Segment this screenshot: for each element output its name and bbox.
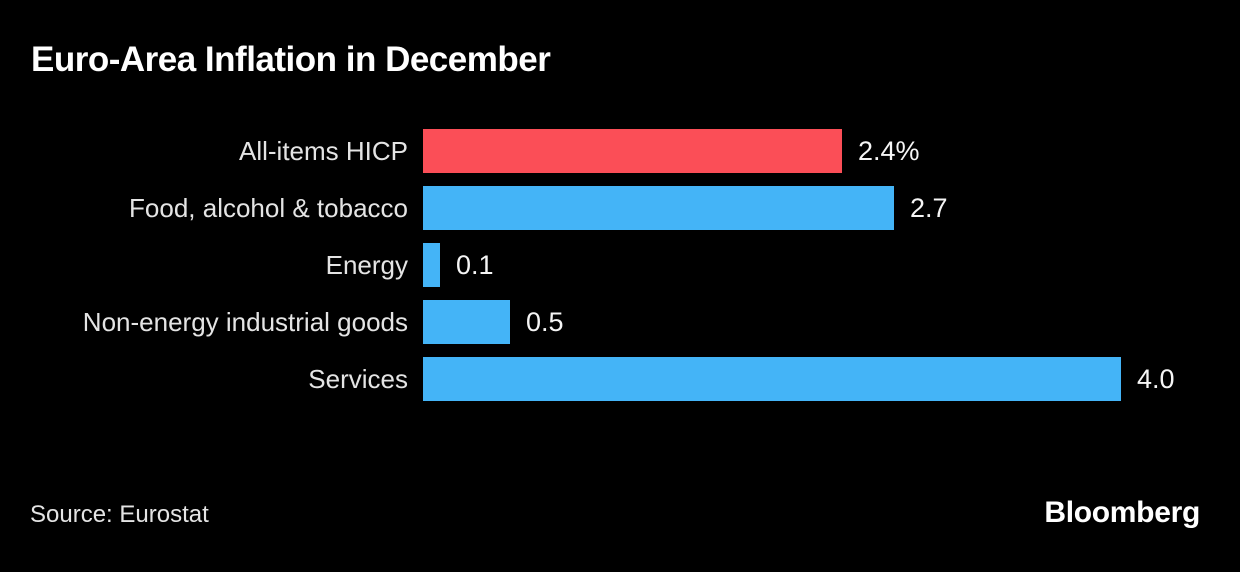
- bloomberg-logo: Bloomberg: [1044, 496, 1200, 529]
- category-label: Food, alcohol & tobacco: [129, 192, 408, 223]
- category-label: Energy: [325, 249, 408, 280]
- bar: [423, 300, 510, 344]
- chart-row: Energy 0.1: [0, 243, 1240, 287]
- category-label: Non-energy industrial goods: [82, 306, 408, 337]
- chart-footer: Source: Eurostat Bloomberg: [0, 496, 1240, 530]
- chart-row: Services 4.0: [0, 357, 1240, 401]
- chart-row: Non-energy industrial goods 0.5: [0, 300, 1240, 344]
- bar: [423, 129, 842, 173]
- value-label: 0.5: [526, 306, 564, 337]
- chart-row: Food, alcohol & tobacco 2.7: [0, 186, 1240, 230]
- chart-title: Euro-Area Inflation in December: [31, 40, 551, 79]
- category-label: Services: [308, 363, 408, 394]
- value-label: 0.1: [456, 249, 494, 280]
- value-label: 2.7: [910, 192, 948, 223]
- value-label: 4.0: [1137, 363, 1175, 394]
- bar: [423, 357, 1121, 401]
- chart-row: All-items HICP 2.4%: [0, 129, 1240, 173]
- bar: [423, 243, 440, 287]
- category-label: All-items HICP: [238, 135, 408, 166]
- source-note: Source: Eurostat: [30, 501, 209, 528]
- bar: [423, 186, 894, 230]
- value-label: 2.4%: [858, 135, 920, 166]
- bar-chart: All-items HICP 2.4% Food, alcohol & tobacc…: [0, 129, 1240, 414]
